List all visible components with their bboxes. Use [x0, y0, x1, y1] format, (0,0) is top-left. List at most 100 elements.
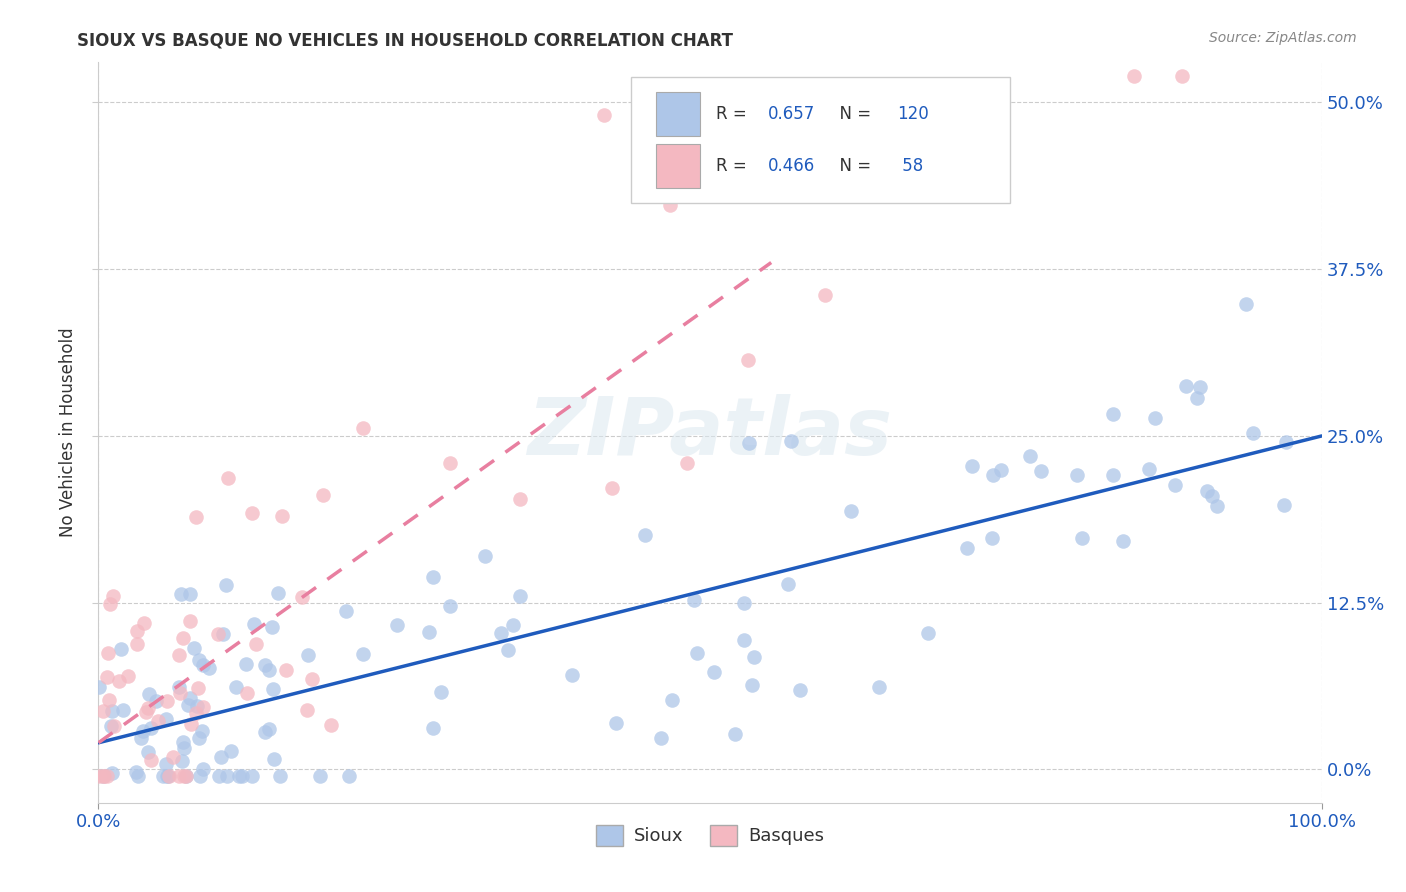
Point — [335, 604, 357, 618]
Point — [188, 653, 211, 667]
Point — [297, 703, 319, 717]
Point — [208, 769, 231, 783]
Text: SIOUX VS BASQUE NO VEHICLES IN HOUSEHOLD CORRELATION CHART: SIOUX VS BASQUE NO VEHICLES IN HOUSEHOLD… — [77, 31, 734, 49]
Point — [1031, 464, 1053, 478]
Point — [738, 436, 761, 450]
Point — [960, 458, 983, 473]
Point — [650, 731, 672, 745]
Point — [97, 693, 120, 707]
Point — [1164, 478, 1187, 492]
Point — [981, 467, 1004, 482]
Point — [172, 735, 194, 749]
Point — [509, 492, 531, 507]
Point — [1197, 484, 1219, 499]
Point — [956, 541, 979, 556]
Point — [1234, 296, 1257, 310]
Text: R =: R = — [716, 157, 752, 175]
Point — [733, 596, 755, 610]
Point — [141, 753, 163, 767]
Text: N =: N = — [828, 105, 876, 123]
Point — [136, 701, 159, 715]
Point — [152, 769, 174, 783]
Point — [724, 727, 747, 741]
Point — [101, 589, 124, 603]
Point — [312, 488, 335, 502]
Point — [733, 633, 755, 648]
Point — [422, 721, 444, 735]
Point — [1144, 411, 1167, 425]
Point — [741, 677, 763, 691]
Point — [170, 754, 193, 768]
Point — [91, 769, 114, 783]
Point — [136, 745, 159, 759]
Point — [188, 769, 211, 783]
Point — [155, 756, 177, 771]
Point — [1187, 391, 1209, 405]
Point — [179, 614, 201, 628]
Point — [173, 740, 195, 755]
Point — [193, 700, 215, 714]
Point — [980, 531, 1002, 545]
Point — [605, 715, 627, 730]
Point — [1175, 379, 1198, 393]
Point — [172, 631, 194, 645]
Point — [917, 626, 939, 640]
FancyBboxPatch shape — [657, 145, 700, 188]
Point — [177, 698, 200, 712]
Point — [228, 769, 250, 783]
Point — [352, 648, 374, 662]
Point — [87, 769, 110, 783]
Point — [167, 648, 190, 662]
Text: 0.657: 0.657 — [768, 105, 814, 123]
Point — [1205, 499, 1227, 513]
Point — [134, 615, 156, 630]
Point — [96, 769, 118, 783]
Point — [219, 744, 242, 758]
Point — [737, 352, 759, 367]
Point — [1102, 407, 1125, 421]
Point — [183, 640, 205, 655]
Point — [291, 590, 314, 604]
Point — [156, 769, 179, 783]
Point — [87, 680, 110, 694]
Point — [242, 616, 264, 631]
Point — [297, 648, 319, 663]
Point — [682, 593, 704, 607]
Point — [131, 723, 153, 738]
Point — [174, 769, 197, 783]
Point — [260, 620, 283, 634]
Point — [385, 618, 408, 632]
Point — [352, 421, 374, 435]
Text: 0.466: 0.466 — [768, 157, 814, 175]
Text: N =: N = — [828, 157, 876, 175]
Point — [1112, 533, 1135, 548]
Point — [179, 587, 201, 601]
Point — [675, 456, 697, 470]
Point — [186, 699, 208, 714]
Point — [1274, 498, 1296, 512]
Point — [215, 769, 238, 783]
Point — [1170, 69, 1192, 83]
Point — [97, 646, 120, 660]
Point — [254, 725, 277, 739]
Point — [157, 769, 180, 783]
Point — [686, 646, 709, 660]
Point — [91, 769, 114, 783]
Point — [240, 506, 263, 520]
Text: ZIPatlas: ZIPatlas — [527, 393, 893, 472]
Point — [125, 624, 148, 639]
Point — [789, 683, 811, 698]
Point — [236, 686, 259, 700]
Point — [217, 471, 239, 485]
Point — [108, 674, 131, 689]
Point — [592, 108, 614, 122]
Point — [240, 769, 263, 783]
Point — [814, 288, 837, 302]
Point — [191, 658, 214, 673]
Point — [1122, 69, 1144, 83]
Point — [231, 769, 253, 783]
Point — [1070, 531, 1092, 545]
Point — [489, 626, 512, 640]
Point — [101, 704, 124, 718]
Text: Source: ZipAtlas.com: Source: ZipAtlas.com — [1209, 31, 1357, 45]
